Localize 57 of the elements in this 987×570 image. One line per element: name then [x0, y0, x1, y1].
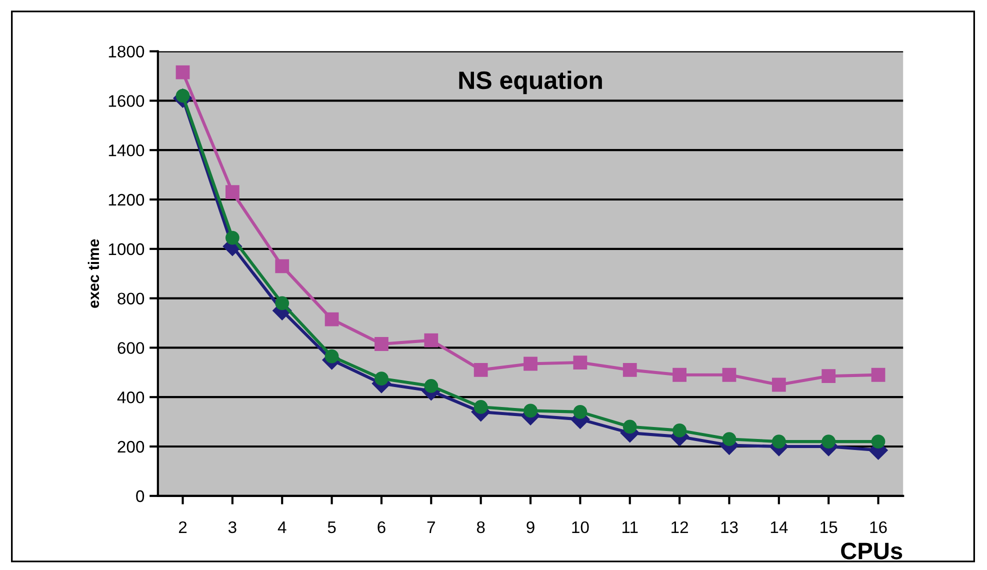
y-tick-label: 1800	[108, 46, 144, 58]
y-tick-label: 400	[117, 392, 144, 404]
point	[524, 404, 538, 418]
point	[871, 434, 886, 449]
point	[474, 362, 488, 377]
point	[871, 368, 886, 382]
y-tick-label: 1400	[108, 144, 144, 156]
x-tick-label: 5	[328, 522, 336, 534]
y-tick-label: 1200	[108, 194, 144, 206]
x-tick-label: 6	[378, 521, 386, 534]
y-tick-label: 0	[136, 490, 144, 502]
point	[374, 372, 388, 386]
x-tick-label: 8	[476, 521, 485, 534]
point	[672, 424, 686, 438]
y-tick-label: 600	[118, 342, 144, 354]
x-tick-label: 12	[672, 521, 688, 533]
x-tick-label: 3	[228, 521, 236, 534]
point	[225, 230, 240, 245]
point	[324, 312, 339, 326]
x-tick-label: 14	[770, 522, 788, 533]
point	[822, 434, 836, 449]
point	[722, 432, 736, 446]
point	[275, 296, 290, 310]
point	[424, 333, 438, 348]
x-tick-label: 7	[427, 522, 435, 533]
point	[225, 185, 240, 200]
x-tick-label: 2	[178, 521, 187, 533]
text: NS equation	[459, 70, 602, 94]
point	[573, 356, 588, 370]
point	[772, 378, 786, 392]
point	[324, 349, 339, 364]
x-axis-title: CPUs	[841, 542, 902, 560]
y-axis-title: exec time	[88, 239, 100, 308]
point	[672, 368, 686, 382]
point	[176, 65, 190, 80]
x-tick-label: 9	[526, 521, 534, 534]
point	[722, 368, 736, 382]
point	[772, 434, 786, 449]
point	[474, 400, 488, 414]
point	[374, 337, 388, 351]
x-tick-label: 16	[870, 521, 887, 534]
y-tick-label: 1000	[108, 243, 144, 256]
y-tick-label: 800	[118, 292, 144, 305]
point	[622, 420, 637, 434]
y-tick-label: 1600	[108, 95, 144, 107]
point	[424, 379, 438, 393]
point	[275, 259, 290, 274]
point	[822, 369, 836, 384]
point	[524, 356, 538, 371]
point	[622, 362, 637, 377]
y-tick-label: 200	[118, 440, 144, 453]
x-tick-label: 10	[572, 521, 589, 534]
x-tick-label: 11	[622, 522, 638, 533]
x-tick-label: 4	[278, 522, 286, 533]
x-tick-label: 15	[820, 522, 838, 534]
x-tick-label: 13	[721, 521, 738, 534]
point	[573, 404, 588, 419]
